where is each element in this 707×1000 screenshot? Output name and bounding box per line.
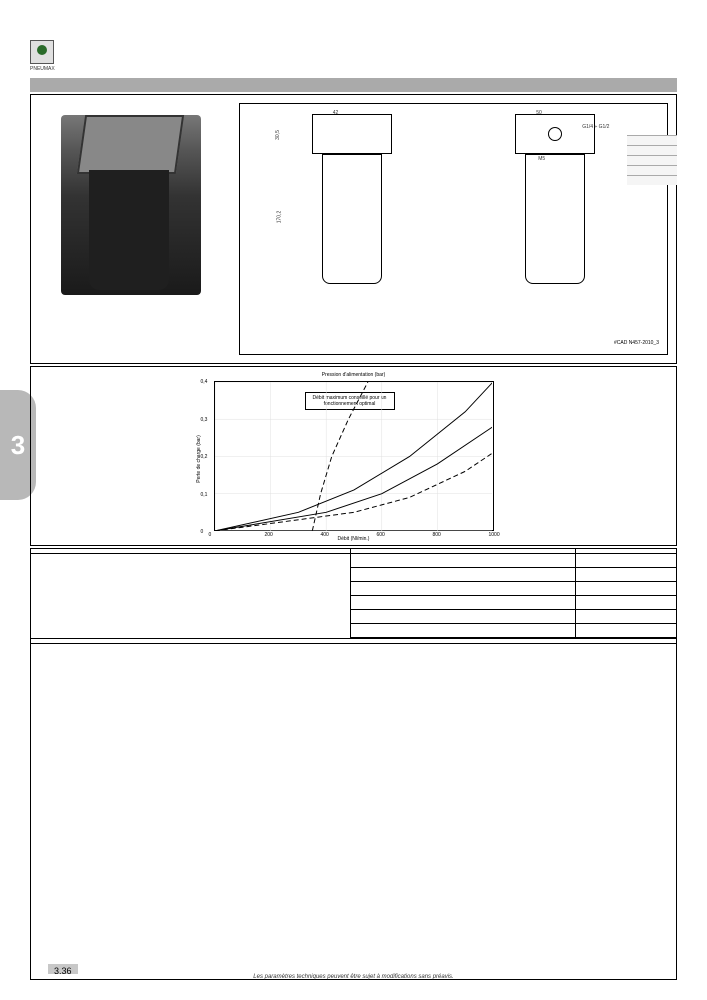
order-desc: [351, 610, 576, 623]
ytick: 0,2: [201, 454, 208, 460]
order-right-rows: [351, 554, 676, 638]
side-spec-table: [627, 135, 677, 185]
spec-row: [627, 145, 677, 155]
ytick: 0,3: [201, 417, 208, 423]
port-circle: [548, 127, 562, 141]
order-col-mid: [351, 549, 576, 553]
order-desc: [351, 582, 576, 595]
order-row: [351, 610, 676, 624]
chart-svg: 2,546,3: [215, 382, 493, 531]
technical-drawing: 42 30,5 170,2 50 G1/4 ÷ G1/2 M5 #CAD N45…: [239, 103, 668, 355]
order-col-right: [576, 549, 676, 553]
order-row: [351, 568, 676, 582]
spec-row: [627, 155, 677, 165]
drawing-head: [312, 114, 392, 154]
photo-column: [31, 95, 231, 363]
chapter-number: 3: [11, 430, 25, 461]
order-code: [576, 568, 676, 581]
chart-xlabel: Débit (Nl/min.): [215, 536, 493, 542]
xtick: 400: [321, 532, 329, 538]
logo: PNEUMAX: [30, 40, 55, 72]
ytick: 0,4: [201, 379, 208, 385]
spec-row: [627, 135, 677, 145]
drawing-code: #CAD N457-2010_3: [614, 340, 659, 346]
order-left-blank: [31, 554, 351, 638]
order-desc: [351, 554, 576, 567]
order-rows: [31, 554, 676, 638]
blank-area: [31, 644, 676, 979]
xtick: 0: [209, 532, 212, 538]
brand-label: PNEUMAX: [30, 66, 55, 72]
order-row: [351, 554, 676, 568]
product-section: 42 30,5 170,2 50 G1/4 ÷ G1/2 M5 #CAD N45…: [30, 94, 677, 364]
order-desc: [351, 568, 576, 581]
drawing-body: [322, 154, 382, 284]
drawing-front: 42 30,5 170,2: [287, 114, 417, 334]
dim-width-full: 50: [536, 110, 542, 116]
order-code: [576, 582, 676, 595]
footer-note: Les paramètres techniques peuvent être s…: [0, 974, 707, 980]
order-row: [351, 596, 676, 610]
dim-mount: M5: [538, 156, 545, 162]
dim-height: 170,2: [276, 211, 282, 224]
logo-icon: [30, 40, 54, 64]
drawing-body-2: [525, 154, 585, 284]
spec-row: [627, 175, 677, 185]
xtick: 200: [265, 532, 273, 538]
xtick: 600: [377, 532, 385, 538]
dim-head-w: 30,5: [275, 130, 281, 140]
xtick: 1000: [489, 532, 500, 538]
ytick: 0: [201, 529, 204, 535]
product-photo: [61, 115, 201, 295]
order-section: [30, 548, 677, 980]
spec-row: [627, 165, 677, 175]
order-desc: [351, 624, 576, 637]
page: PNEUMAX 42 30,5 170,2 50 G1/4 ÷ G1/2: [0, 0, 707, 1000]
dim-port: G1/4 ÷ G1/2: [582, 124, 609, 130]
ytick: 0,1: [201, 492, 208, 498]
drawing-head-2: [515, 114, 595, 154]
order-col-left: [31, 549, 351, 553]
dim-width-top: 42: [333, 110, 339, 116]
order-desc: [351, 596, 576, 609]
title-bar: [30, 78, 677, 92]
order-row: [351, 624, 676, 638]
order-row: [351, 582, 676, 596]
flow-chart: Pression d'alimentation (bar) Perte de c…: [214, 381, 494, 531]
logo-row: PNEUMAX: [30, 40, 677, 72]
drawing-side: 50 G1/4 ÷ G1/2 M5: [490, 114, 620, 334]
xtick: 800: [433, 532, 441, 538]
order-code: [576, 596, 676, 609]
chart-section: Pression d'alimentation (bar) Perte de c…: [30, 366, 677, 546]
order-code: [576, 610, 676, 623]
chart-top-label: Pression d'alimentation (bar): [215, 372, 493, 378]
order-code: [576, 554, 676, 567]
order-code: [576, 624, 676, 637]
